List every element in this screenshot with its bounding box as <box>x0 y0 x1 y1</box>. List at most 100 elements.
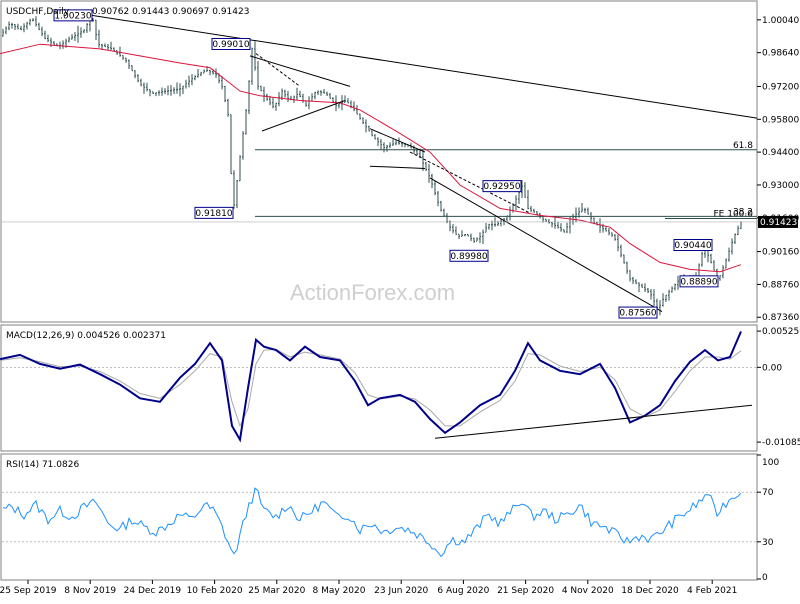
ohlc-bar <box>209 69 211 76</box>
rsi-line <box>2 487 742 558</box>
ohlc-bar <box>326 91 328 96</box>
ohlc-bar <box>251 47 253 85</box>
ohlc-bar <box>14 24 16 30</box>
ohlc-bar <box>341 95 343 111</box>
ohlc-bar <box>80 27 82 38</box>
price-label: 0.88890 <box>680 277 717 287</box>
rsi-panel-frame <box>0 453 758 581</box>
ohlc-bar <box>710 253 712 264</box>
ohlc-bar <box>626 261 628 274</box>
ohlc-bar <box>701 251 703 267</box>
ohlc-bar <box>236 180 238 209</box>
ohlc-bar <box>389 142 391 149</box>
ohlc-bar <box>386 144 388 152</box>
ohlc-bar <box>170 85 172 96</box>
trend-line <box>369 165 426 169</box>
ohlc-bar <box>446 213 448 224</box>
ohlc-bar <box>458 233 460 239</box>
ohlc-bar <box>266 93 268 101</box>
trend-line <box>429 177 663 313</box>
ohlc-bar <box>353 101 355 112</box>
ohlc-bar <box>506 215 508 222</box>
ohlc-bar <box>23 23 25 33</box>
ohlc-bar <box>623 254 625 264</box>
dashed-trend-line <box>255 53 301 87</box>
ohlc-bar <box>470 233 472 242</box>
ohlc-bar <box>362 117 364 125</box>
ohlc-bar <box>665 294 667 302</box>
ohlc-bar <box>533 208 535 213</box>
price-label: 0.90440 <box>674 241 711 251</box>
ohlc-bar <box>173 87 175 94</box>
ohlc-bar <box>584 207 586 214</box>
ohlc-bar <box>659 300 661 316</box>
ohlc-bar <box>668 289 670 301</box>
price-panel: 1.00040 0.98640 0.97200 0.95800 0.94400 0.930… <box>0 9 799 323</box>
ohlc-bar <box>113 47 115 52</box>
ohlc-bar <box>713 260 715 271</box>
ohlc-bar <box>671 286 673 293</box>
ohlc-bar <box>737 225 739 236</box>
ohlc-bar <box>131 65 133 72</box>
ohlc-bar <box>248 80 250 115</box>
ohlc-bar <box>116 50 118 55</box>
macd-panel: 0.005259 0.00 -0.010856 <box>0 327 800 448</box>
price-label-box <box>194 206 234 219</box>
last-price-label: 0.91423 <box>760 218 797 228</box>
ohlc-bar <box>242 131 244 160</box>
ohlc-bar <box>185 79 187 89</box>
macd-y-tick-label: -0.010856 <box>762 438 800 448</box>
price-y-tick-label: 1.00040 <box>762 16 799 26</box>
ohlc-bar <box>482 229 484 244</box>
x-tick-label: 8 May 2020 <box>313 586 366 596</box>
ohlc-bar <box>473 237 475 243</box>
ohlc-bar <box>68 36 70 43</box>
ohlc-bar <box>599 218 601 233</box>
ohlc-bar <box>551 222 553 228</box>
ohlc-bar <box>98 29 100 48</box>
ohlc-bar <box>47 34 49 43</box>
ohlc-bar <box>119 46 121 57</box>
ohlc-bar <box>41 26 43 37</box>
price-y-tick-label: 0.93000 <box>762 181 799 191</box>
ohlc-bar <box>143 82 145 94</box>
ohlc-bar <box>137 74 139 83</box>
ohlc-bar <box>608 228 610 236</box>
ohlc-bar <box>545 218 547 222</box>
ohlc-bar <box>254 41 256 71</box>
ohlc-bar <box>674 283 676 291</box>
ohlc-bar <box>134 70 136 79</box>
macd-trend-line <box>434 404 753 439</box>
ohlc-bar <box>653 289 655 307</box>
ohlc-bar <box>257 61 259 90</box>
x-tick-label: 25 Sep 2019 <box>0 586 57 596</box>
price-label-box <box>482 180 522 193</box>
ohlc-bar <box>188 75 190 88</box>
ohlc-bar <box>452 224 454 234</box>
x-tick-label: 23 Jun 2020 <box>374 586 428 596</box>
ohlc-bar <box>125 57 127 63</box>
fib-level-label: 61.8 <box>733 141 753 151</box>
ohlc-bar <box>167 85 169 96</box>
ohlc-bar <box>530 206 532 213</box>
ohlc-bar <box>203 69 205 74</box>
ohlc-bar <box>215 68 217 78</box>
ohlc-bar <box>443 208 445 217</box>
macd-panel-frame <box>0 324 758 452</box>
ohlc-bar <box>320 90 322 96</box>
moving-average-line <box>0 43 742 273</box>
x-axis: 25 Sep 2019 8 Nov 2019 24 Dec 2019 10 Feb 2… <box>0 580 737 596</box>
ohlc-bar <box>161 87 163 96</box>
ohlc-bar <box>182 85 184 94</box>
ohlc-bar <box>104 43 106 48</box>
ohlc-bar <box>527 189 529 210</box>
ohlc-bar <box>77 25 79 43</box>
ohlc-bar <box>455 226 457 235</box>
x-tick-label: 24 Dec 2019 <box>124 586 182 596</box>
ohlc-bar <box>635 279 637 285</box>
ohlc-bar <box>194 75 196 81</box>
ohlc-bar <box>179 83 181 97</box>
ohlc-bar <box>71 34 73 40</box>
trend-line <box>91 14 758 119</box>
ohlc-bar <box>26 21 28 30</box>
